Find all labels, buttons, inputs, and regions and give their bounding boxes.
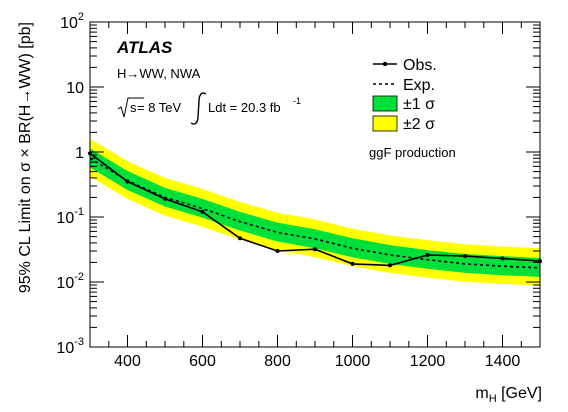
observed-point bbox=[425, 253, 430, 257]
y-tick-base: 10 bbox=[56, 275, 74, 292]
observed-point bbox=[200, 209, 205, 214]
y-tick-exponent: 2 bbox=[78, 11, 84, 23]
legend-obs-label: Obs. bbox=[403, 57, 437, 74]
observed-point bbox=[313, 247, 317, 252]
energy-label: = 8 TeV bbox=[137, 100, 182, 115]
x-axis-unit: [GeV] bbox=[497, 385, 542, 402]
y-tick-exponent: -2 bbox=[74, 271, 84, 283]
legend-obs-marker bbox=[382, 61, 388, 67]
legend-2sigma-label: ±2 σ bbox=[403, 116, 435, 133]
y-tick-exponent: -1 bbox=[74, 206, 84, 218]
production-label: ggF production bbox=[369, 145, 456, 160]
y-tick-label: 1 bbox=[75, 145, 84, 162]
uncertainty-bands bbox=[90, 138, 540, 286]
legend: Obs. Exp. ±1 σ ±2 σ bbox=[372, 57, 437, 133]
y-axis-title: 95% CL Limit on σ × BR(H→WW) [pb] bbox=[17, 22, 34, 293]
x-tick-label: 800 bbox=[264, 353, 291, 370]
x-tick-label: 1400 bbox=[485, 353, 521, 370]
legend-1sigma-label: ±1 σ bbox=[403, 96, 435, 113]
x-axis-title: mH [GeV] bbox=[475, 385, 542, 405]
y-tick-label: 10-3 bbox=[56, 336, 84, 357]
energy-lumi-label: s = 8 TeV Ldt = 20.3 fb -1 bbox=[117, 92, 301, 125]
sqrt-symbol bbox=[117, 97, 144, 118]
y-tick-label: 10-2 bbox=[56, 271, 84, 292]
observed-point bbox=[350, 261, 355, 266]
y-tick-base: 10 bbox=[56, 340, 74, 357]
legend-2sigma-swatch bbox=[372, 115, 398, 132]
y-tick-base: 10 bbox=[60, 15, 78, 32]
legend-exp-label: Exp. bbox=[403, 77, 435, 94]
x-tick-label: 1200 bbox=[410, 353, 446, 370]
energy-prefix-label: s bbox=[130, 100, 137, 115]
lumi-exponent: -1 bbox=[293, 96, 301, 106]
y-tick-base: 1 bbox=[75, 145, 84, 162]
observed-point bbox=[163, 196, 167, 201]
observed-point bbox=[463, 254, 467, 259]
y-tick-base: 10 bbox=[56, 210, 74, 227]
limit-lines bbox=[88, 151, 542, 269]
legend-1sigma-swatch bbox=[372, 95, 398, 112]
observed-point bbox=[275, 249, 280, 253]
experiment-label: ATLAS bbox=[116, 38, 173, 57]
y-tick-exponent: -3 bbox=[74, 336, 84, 348]
observed-point bbox=[500, 256, 505, 261]
band-1sigma bbox=[90, 148, 540, 277]
x-axis-symbol: m bbox=[475, 385, 488, 402]
y-tick-label: 10-1 bbox=[56, 206, 84, 227]
x-axis-subscript: H bbox=[489, 393, 497, 405]
observed-point bbox=[125, 179, 130, 184]
y-tick-label: 10 bbox=[66, 80, 84, 97]
y-tick-base: 10 bbox=[66, 80, 84, 97]
process-label: H→WW, NWA bbox=[117, 66, 201, 81]
x-tick-label: 1000 bbox=[335, 353, 371, 370]
y-tick-label: 102 bbox=[60, 11, 84, 32]
band-2sigma bbox=[90, 138, 540, 286]
observed-point bbox=[238, 236, 242, 241]
integral-symbol bbox=[190, 92, 207, 125]
x-tick-label: 400 bbox=[114, 353, 141, 370]
lumi-label: Ldt = 20.3 fb bbox=[208, 100, 281, 115]
x-tick-label: 600 bbox=[189, 353, 216, 370]
observed-point bbox=[388, 263, 392, 268]
